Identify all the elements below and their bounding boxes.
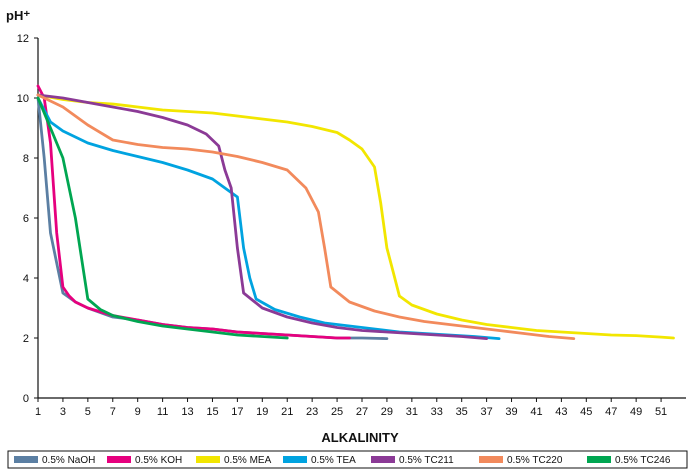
series-line-0-5-tea	[36, 96, 501, 340]
legend-label: 0.5% TC211	[399, 455, 454, 466]
x-tick-label: 11	[157, 406, 168, 418]
x-tick-label: 15	[206, 406, 218, 418]
legend-swatch	[14, 456, 38, 463]
y-tick-label: 10	[17, 93, 29, 105]
x-tick-label: 43	[555, 406, 567, 418]
y-tick-label: 0	[23, 393, 29, 405]
y-tick-label: 6	[23, 213, 29, 225]
series-line-0-5-koh	[36, 84, 351, 340]
legend: 0.5% NaOH 0.5% KOH 0.5% MEA 0.5% TEA 0.5% TC…	[14, 455, 671, 466]
series-line-0-5-tc211	[36, 93, 488, 340]
x-tick-label: 35	[456, 406, 468, 418]
x-tick-label: 13	[181, 406, 193, 418]
legend-label: 0.5% KOH	[135, 455, 182, 466]
legend-label: 0.5% TC246	[615, 455, 671, 466]
legend-swatch	[587, 456, 611, 463]
x-tick-label: 9	[135, 406, 141, 418]
x-tick-label: 3	[60, 406, 66, 418]
x-tick-label: 27	[356, 406, 368, 418]
series-line-0-5-tc246	[36, 96, 289, 340]
y-tick-label: 4	[23, 273, 29, 285]
x-tick-label: 23	[306, 406, 318, 418]
x-tick-label: 25	[331, 406, 343, 418]
legend-label: 0.5% NaOH	[42, 455, 95, 466]
legend-label: 0.5% TEA	[311, 455, 356, 466]
x-tick-label: 19	[256, 406, 268, 418]
y-tick-label: 8	[23, 153, 29, 165]
y-tick-label: 2	[23, 333, 29, 345]
x-tick-label: 7	[110, 406, 116, 418]
x-tick-label: 39	[505, 406, 517, 418]
x-tick-label: 1	[35, 406, 41, 418]
x-tick-label: 41	[530, 406, 542, 418]
series-line-0-5-tc220	[36, 93, 576, 340]
x-tick-label: 31	[406, 406, 418, 418]
legend-label: 0.5% TC220	[507, 455, 563, 466]
x-tick-label: 29	[381, 406, 393, 418]
y-tick-label: 12	[17, 33, 29, 45]
x-tick-label: 49	[630, 406, 642, 418]
x-tick-label: 21	[281, 406, 293, 418]
x-axis-label: ALKALINITY	[321, 430, 399, 445]
legend-box	[7, 450, 688, 469]
legend-swatch	[107, 456, 131, 463]
x-tick-label: 45	[580, 406, 592, 418]
legend-swatch	[283, 456, 307, 463]
legend-swatch	[196, 456, 220, 463]
x-tick-label: 51	[655, 406, 667, 418]
legend-label: 0.5% MEA	[224, 455, 272, 466]
y-axis-label: pH⁺	[6, 8, 30, 23]
x-tick-label: 37	[480, 406, 492, 418]
x-tick-label: 33	[431, 406, 443, 418]
series-line-0-5-mea	[36, 93, 675, 340]
x-tick-label: 17	[231, 406, 243, 418]
legend-swatch	[479, 456, 503, 463]
x-tick-label: 47	[605, 406, 617, 418]
legend-swatch	[371, 456, 395, 463]
x-tick-label: 5	[85, 406, 91, 418]
